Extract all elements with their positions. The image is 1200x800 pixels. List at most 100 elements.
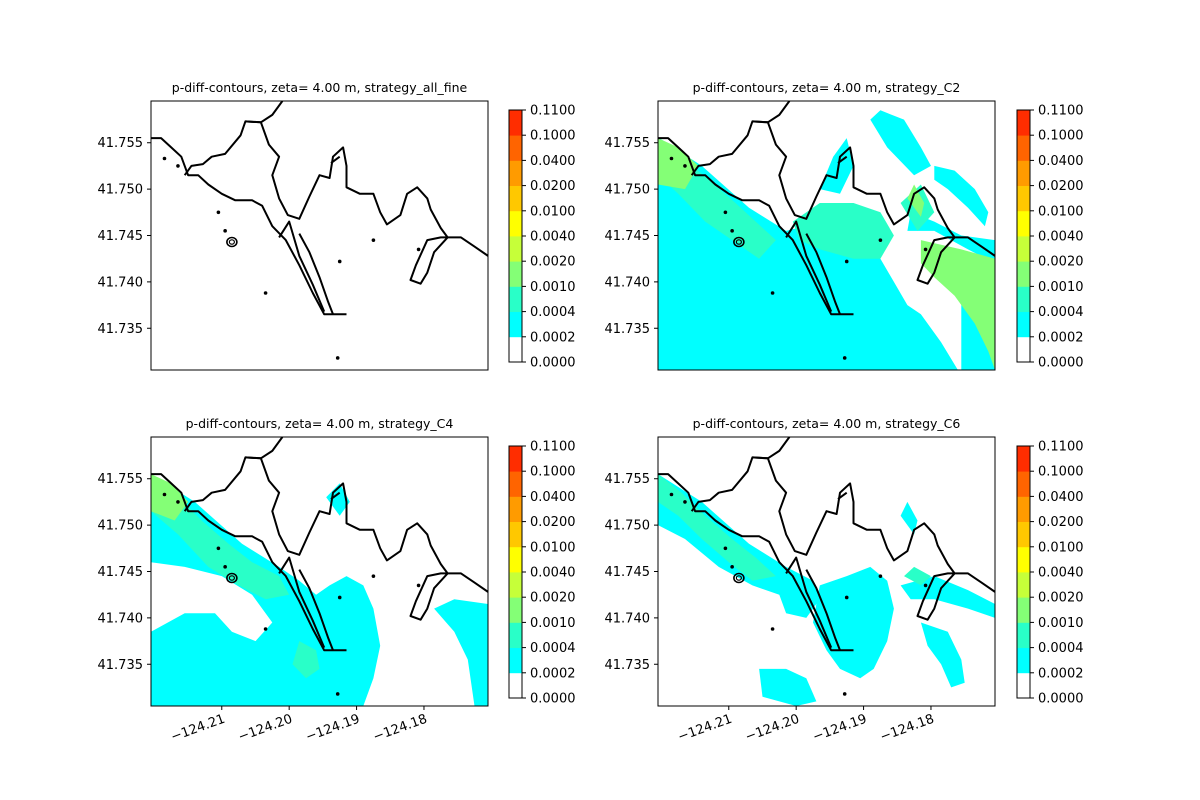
y-tick-label: 41.750 [605,519,651,534]
colorbar-segment [509,622,522,648]
colorbar-segment [1017,261,1030,287]
subplot-3: p-diff-contours, zeta= 4.00 m, strategy_… [98,416,489,745]
colorbar-segment [509,336,522,363]
axes-frame [150,100,489,371]
colorbar-segment [509,597,522,623]
contour-fill-level-1 [934,165,989,227]
colorbar-segment [509,110,522,136]
colorbar-segment [1017,521,1030,548]
colorbar-segment [509,135,522,161]
island [683,164,687,168]
contour-fill-level-2 [904,566,931,586]
contour-fill-level-1 [900,501,918,535]
colorbar-tick-label: 0.0200 [530,515,576,530]
island [223,229,227,233]
x-tick-label: −124.21 [169,712,227,745]
colorbar-segment [1017,236,1030,262]
colorbar-tick-label: 0.1000 [530,129,576,144]
colorbar-segment [1017,572,1030,598]
colorbar-tick-label: 0.0000 [1038,692,1084,707]
y-tick-label: 41.755 [605,472,651,487]
plot-area [658,101,995,370]
contour-fill-level-1 [718,342,813,370]
island [923,583,928,588]
coastline [298,569,334,651]
coastline [837,155,848,164]
y-tick-label: 41.735 [98,658,144,673]
coastline [298,233,334,315]
colorbar-tick-label: 0.0400 [1038,490,1084,505]
island [735,575,742,581]
colorbar-segment [1017,160,1030,186]
coastline [785,556,833,648]
y-tick-label: 41.750 [98,183,144,198]
island [263,627,268,631]
colorbar-tick-label: 0.0010 [1038,616,1084,631]
island [735,239,742,245]
colorbar-segment [509,185,522,212]
island [216,546,221,551]
colorbar-segment [1017,135,1030,161]
island [162,492,167,497]
colorbar-tick-label: 0.0020 [530,255,576,270]
colorbar-segment [509,286,522,312]
island [162,156,167,161]
colorbar-segment [509,672,522,699]
subplot-title: p-diff-contours, zeta= 4.00 m, strategy_… [172,80,468,95]
x-tick-label: −124.21 [676,712,734,745]
island [226,572,238,584]
coastline [752,437,791,460]
contour-fill-level-1 [434,599,488,706]
y-tick-label: 41.750 [98,519,144,534]
colorbar-tick-label: 0.0040 [1038,566,1084,581]
island [770,627,775,631]
contour-fill-level-1 [870,110,931,176]
island [263,291,268,295]
contour-fill-level-3 [907,184,925,217]
coastline [183,120,488,285]
y-tick-label: 41.735 [605,658,651,673]
contour-fill-level-1 [819,138,854,194]
island [770,291,775,295]
x-tick-label: −124.19 [304,712,362,745]
colorbar-tick-label: 0.0100 [530,540,576,555]
contour-fill-level-2 [658,474,776,581]
colorbar-segment [509,471,522,497]
island [337,595,342,600]
colorbar-tick-label: 0.0020 [1038,591,1084,606]
contour-fill-level-1 [759,668,817,706]
colorbar-segment [1017,672,1030,699]
coastline [278,556,326,648]
island [228,239,235,245]
colorbar-tick-label: 0.0010 [530,616,576,631]
coastline [658,137,854,316]
colorbar: 0.0000 0.0002 0.0004 0.0010 0.0020 0.0040 0.01… [508,440,576,707]
colorbar: 0.0000 0.0002 0.0004 0.0010 0.0020 0.0040 0.01… [508,104,576,371]
contour-fill-level-1 [813,566,894,679]
coastline [658,473,854,652]
colorbar-tick-label: 0.0000 [1038,356,1084,371]
colorbar-tick-label: 0.0200 [1038,515,1084,530]
colorbar-tick-label: 0.0010 [1038,280,1084,295]
colorbar-tick-label: 0.0200 [1038,179,1084,194]
contour-fill-level-3 [920,240,995,370]
colorbar-segment [1017,336,1030,363]
x-tick-label: −124.20 [743,712,801,745]
colorbar-tick-label: 0.0010 [530,280,576,295]
colorbar-segment [1017,546,1030,573]
colorbar-tick-label: 0.1000 [1038,465,1084,480]
coastline [805,569,841,651]
colorbar-segment [1017,110,1030,136]
y-tick-label: 41.740 [605,275,651,290]
island [335,356,340,360]
colorbar-segment [509,210,522,237]
coastline [785,220,833,312]
colorbar-tick-label: 0.0000 [530,692,576,707]
coastline [245,101,284,124]
island [723,210,728,215]
colorbar: 0.0000 0.0002 0.0004 0.0010 0.0020 0.0040 0.01… [1016,440,1084,707]
colorbar-segment [509,521,522,548]
y-tick-label: 41.745 [98,565,144,580]
colorbar-segment [1017,622,1030,648]
